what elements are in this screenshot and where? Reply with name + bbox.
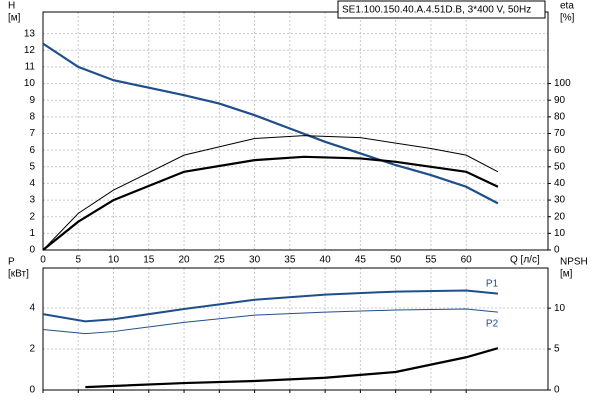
curve [42,289,499,323]
y2-axis-label: eta [560,1,574,12]
y2-tick-label: 90 [554,95,566,106]
y-axis-label: P [8,257,15,268]
x-tick-label: 55 [425,255,437,266]
plot-frame [42,267,549,391]
y-tick-label: 7 [29,128,35,139]
y-tick-label: 12 [24,45,36,56]
y-tick-label: 11 [25,62,36,73]
curve [42,42,499,205]
y2-tick-label: 0 [554,385,560,396]
legend-text: SE1.100.150.40.A.4.51D.B, 3*400 V, 50Hz [342,5,531,16]
y-tick-label: 2 [29,344,35,355]
y-tick-label: 2 [29,211,35,222]
y-tick-label: 0 [29,385,35,396]
plot-frame [42,11,549,251]
y-tick-label: 3 [29,195,35,206]
y2-tick-label: 80 [554,111,566,122]
y2-tick-label: 60 [554,145,566,156]
y-tick-label: 10 [24,78,36,89]
y2-tick-label: 40 [554,178,566,189]
curve [85,347,499,389]
y2-tick-label: 70 [554,128,566,139]
x-tick-label: 45 [355,255,367,266]
x-tick-label: 60 [461,255,473,266]
x-tick-label: 40 [320,255,332,266]
x-tick-label: 5 [75,255,81,266]
y-axis-label: H [8,1,15,12]
y-tick-label: 4 [29,303,35,314]
y2-tick-label: 10 [554,228,566,239]
series-label: P2 [486,319,499,330]
y-tick-label: 0 [29,245,35,256]
y2-axis-label: [%] [560,13,575,24]
x-tick-label: 20 [178,255,190,266]
y-tick-label: 4 [29,178,35,189]
y2-axis-label: NPSH [560,257,588,268]
y-tick-label: 8 [29,111,35,122]
curve [42,155,499,251]
y2-axis-label: [м] [560,269,573,280]
x-tick-label: 15 [143,255,155,266]
curve [42,135,499,251]
y-tick-label: 13 [24,28,36,39]
y2-tick-label: 5 [554,344,560,355]
curve [42,308,498,335]
x-axis-label: Q [л/с] [510,255,540,266]
x-tick-label: 35 [284,255,296,266]
x-tick-label: 25 [214,255,226,266]
y-tick-label: 9 [29,95,35,106]
x-tick-label: 30 [249,255,261,266]
x-tick-label: 50 [390,255,402,266]
y-tick-label: 1 [29,228,35,239]
y2-tick-label: 20 [554,211,566,222]
y2-tick-label: 0 [554,245,560,256]
y-axis-label: [кВт] [8,269,29,280]
y-tick-label: 5 [29,161,35,172]
x-tick-label: 10 [108,255,120,266]
y2-tick-label: 10 [554,303,566,314]
x-tick-label: 0 [40,255,46,266]
y-tick-label: 6 [29,145,35,156]
y2-tick-label: 30 [554,195,566,206]
legend-box [337,0,546,19]
y2-tick-label: 50 [554,161,566,172]
y2-tick-label: 100 [554,78,571,89]
y-axis-label: [м] [8,13,21,24]
series-label: P1 [486,278,499,289]
